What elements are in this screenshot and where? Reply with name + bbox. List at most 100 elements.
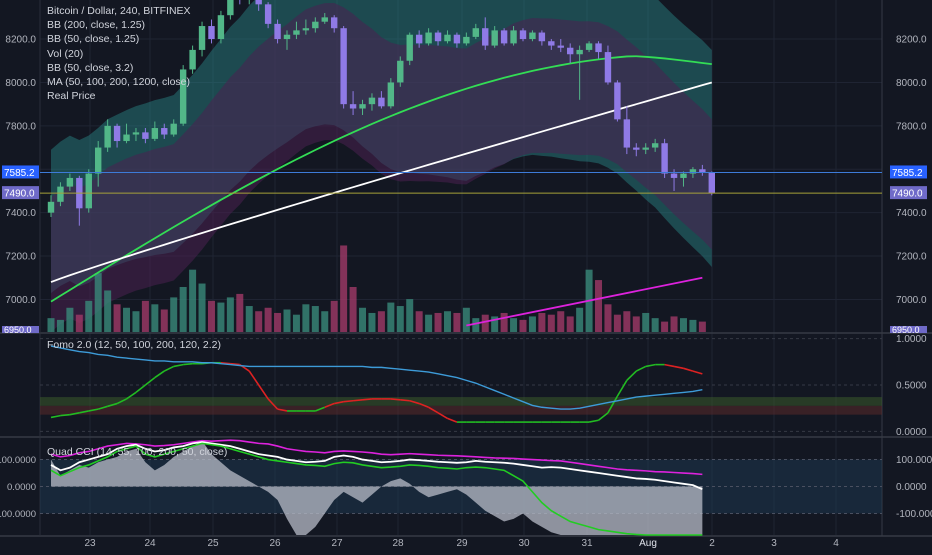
x-tick-11: 3 [771, 538, 777, 549]
y-tick-right-2: 7400.0 [896, 208, 927, 219]
fomo-y-tick-2: 1.0000 [896, 334, 927, 345]
candle-44 [463, 36, 470, 44]
volume-bar-19 [226, 297, 234, 332]
fomo-line-seg-2 [60, 413, 70, 417]
volume-bar-37 [396, 306, 404, 332]
candle-58 [595, 43, 602, 53]
fomo-line-seg-68 [683, 367, 694, 372]
candle-5 [95, 147, 102, 174]
candle-47 [491, 30, 498, 46]
bottom-price-tag-left-bg [2, 326, 39, 333]
fomo-line-seg-20 [230, 362, 240, 366]
x-tick-4: 27 [331, 538, 343, 549]
candle-30 [331, 17, 338, 29]
candle-53 [548, 41, 555, 46]
candle-10 [142, 132, 149, 139]
fomo-line-seg-59 [598, 412, 609, 421]
y-tick-left-0: 7000.0 [5, 295, 36, 306]
legend-line-vol[interactable]: Vol (20) [47, 47, 84, 60]
candle-2 [66, 177, 74, 187]
volume-bar-9 [132, 311, 140, 332]
real-price-tag-left-bg [2, 186, 39, 200]
last-price-tag-left-bg [2, 165, 39, 179]
last-price-tag-left: 7585.2 [4, 168, 35, 179]
legend-line-bb200[interactable]: BB (200, close, 1.25) [47, 19, 146, 32]
fomo-line-seg-60 [607, 395, 619, 414]
volume-bar-69 [698, 321, 706, 332]
volume-bar-32 [349, 287, 357, 332]
volume-bar-25 [283, 309, 291, 332]
volume-bar-30 [330, 300, 338, 332]
cci-y-tick-right-1: 0.0000 [896, 482, 927, 493]
bottom-price-tag-right-bg [890, 326, 927, 333]
x-tick-8: 31 [581, 538, 593, 549]
candle-24 [274, 23, 281, 40]
y-tick-left-1: 7200.0 [5, 252, 36, 263]
fomo-line-seg-3 [69, 412, 80, 416]
fomo-line-seg-10 [135, 384, 146, 394]
candle-38 [406, 34, 413, 61]
candle-60 [614, 82, 621, 120]
fomo-line-seg-63 [635, 365, 647, 372]
candle-32 [349, 104, 357, 109]
bottom-price-tag-left: 6950.0 [4, 325, 32, 335]
legend-line-bb50-wide[interactable]: BB (50, close, 3.2) [47, 61, 134, 74]
legend-line-real-price[interactable]: Real Price [47, 90, 96, 103]
candle-43 [453, 34, 461, 44]
volume-bar-55 [566, 316, 574, 332]
volume-bar-44 [462, 307, 470, 332]
y-tick-right-4: 7800.0 [896, 121, 927, 132]
volume-bar-10 [141, 300, 149, 332]
candle-52 [538, 32, 546, 42]
candle-15 [189, 49, 196, 70]
fomo-line-seg-11 [144, 376, 156, 386]
fomo-line-seg-62 [626, 370, 637, 381]
volume-bar-45 [472, 318, 480, 332]
candle-1 [57, 186, 64, 202]
ma-magenta-line [466, 276, 703, 327]
candle-48 [500, 30, 508, 44]
volume-bar-59 [604, 304, 612, 332]
candle-56 [576, 49, 583, 55]
candle-9 [132, 132, 140, 135]
candle-70 [708, 172, 715, 194]
fomo-line-seg-41 [428, 406, 439, 414]
fomo-line-seg-69 [692, 370, 703, 375]
last-price-tag-right: 7585.2 [892, 168, 923, 179]
volume-bar-13 [170, 297, 178, 332]
fomo-line-seg-1 [50, 414, 61, 419]
candle-54 [557, 45, 564, 48]
fomo-line-seg-61 [616, 379, 628, 397]
x-tick-12: 4 [833, 538, 839, 549]
volume-bar-67 [679, 318, 687, 332]
x-tick-9: Aug [639, 538, 657, 549]
candle-22 [255, 0, 262, 5]
volume-bar-21 [245, 306, 253, 332]
fomo-title[interactable]: Fomo 2.0 (12, 50, 100, 200, 120, 2.2) [47, 339, 221, 351]
candle-50 [519, 30, 527, 40]
cci-y-tick-left-0: 100.0000 [0, 455, 36, 466]
volume-bar-35 [377, 311, 385, 332]
candle-35 [378, 97, 385, 107]
fomo-line-seg-67 [673, 365, 684, 370]
volume-bar-15 [189, 269, 197, 332]
fomo-line-seg-31 [334, 400, 344, 405]
candle-40 [425, 32, 432, 44]
candle-27 [302, 28, 310, 31]
volume-bar-27 [302, 304, 310, 332]
volume-bar-47 [491, 316, 499, 332]
fomo-line-seg-29 [315, 406, 326, 412]
candle-59 [604, 52, 612, 83]
fomo-line-seg-14 [173, 363, 184, 368]
legend-line-bb50[interactable]: BB (50, close, 1.25) [47, 33, 140, 46]
x-tick-7: 30 [518, 538, 530, 549]
fomo-line-seg-58 [588, 419, 599, 423]
legend-line-ma[interactable]: MA (50, 100, 200, 1200, close) [47, 76, 191, 89]
candle-61 [623, 119, 631, 148]
volume-bar-68 [689, 319, 697, 332]
bottom-price-tag-right: 6950.0 [892, 325, 920, 335]
cci-title[interactable]: Quad CCI (14, 55, 100, 200, 50, close) [47, 446, 228, 458]
candle-66 [670, 173, 678, 178]
